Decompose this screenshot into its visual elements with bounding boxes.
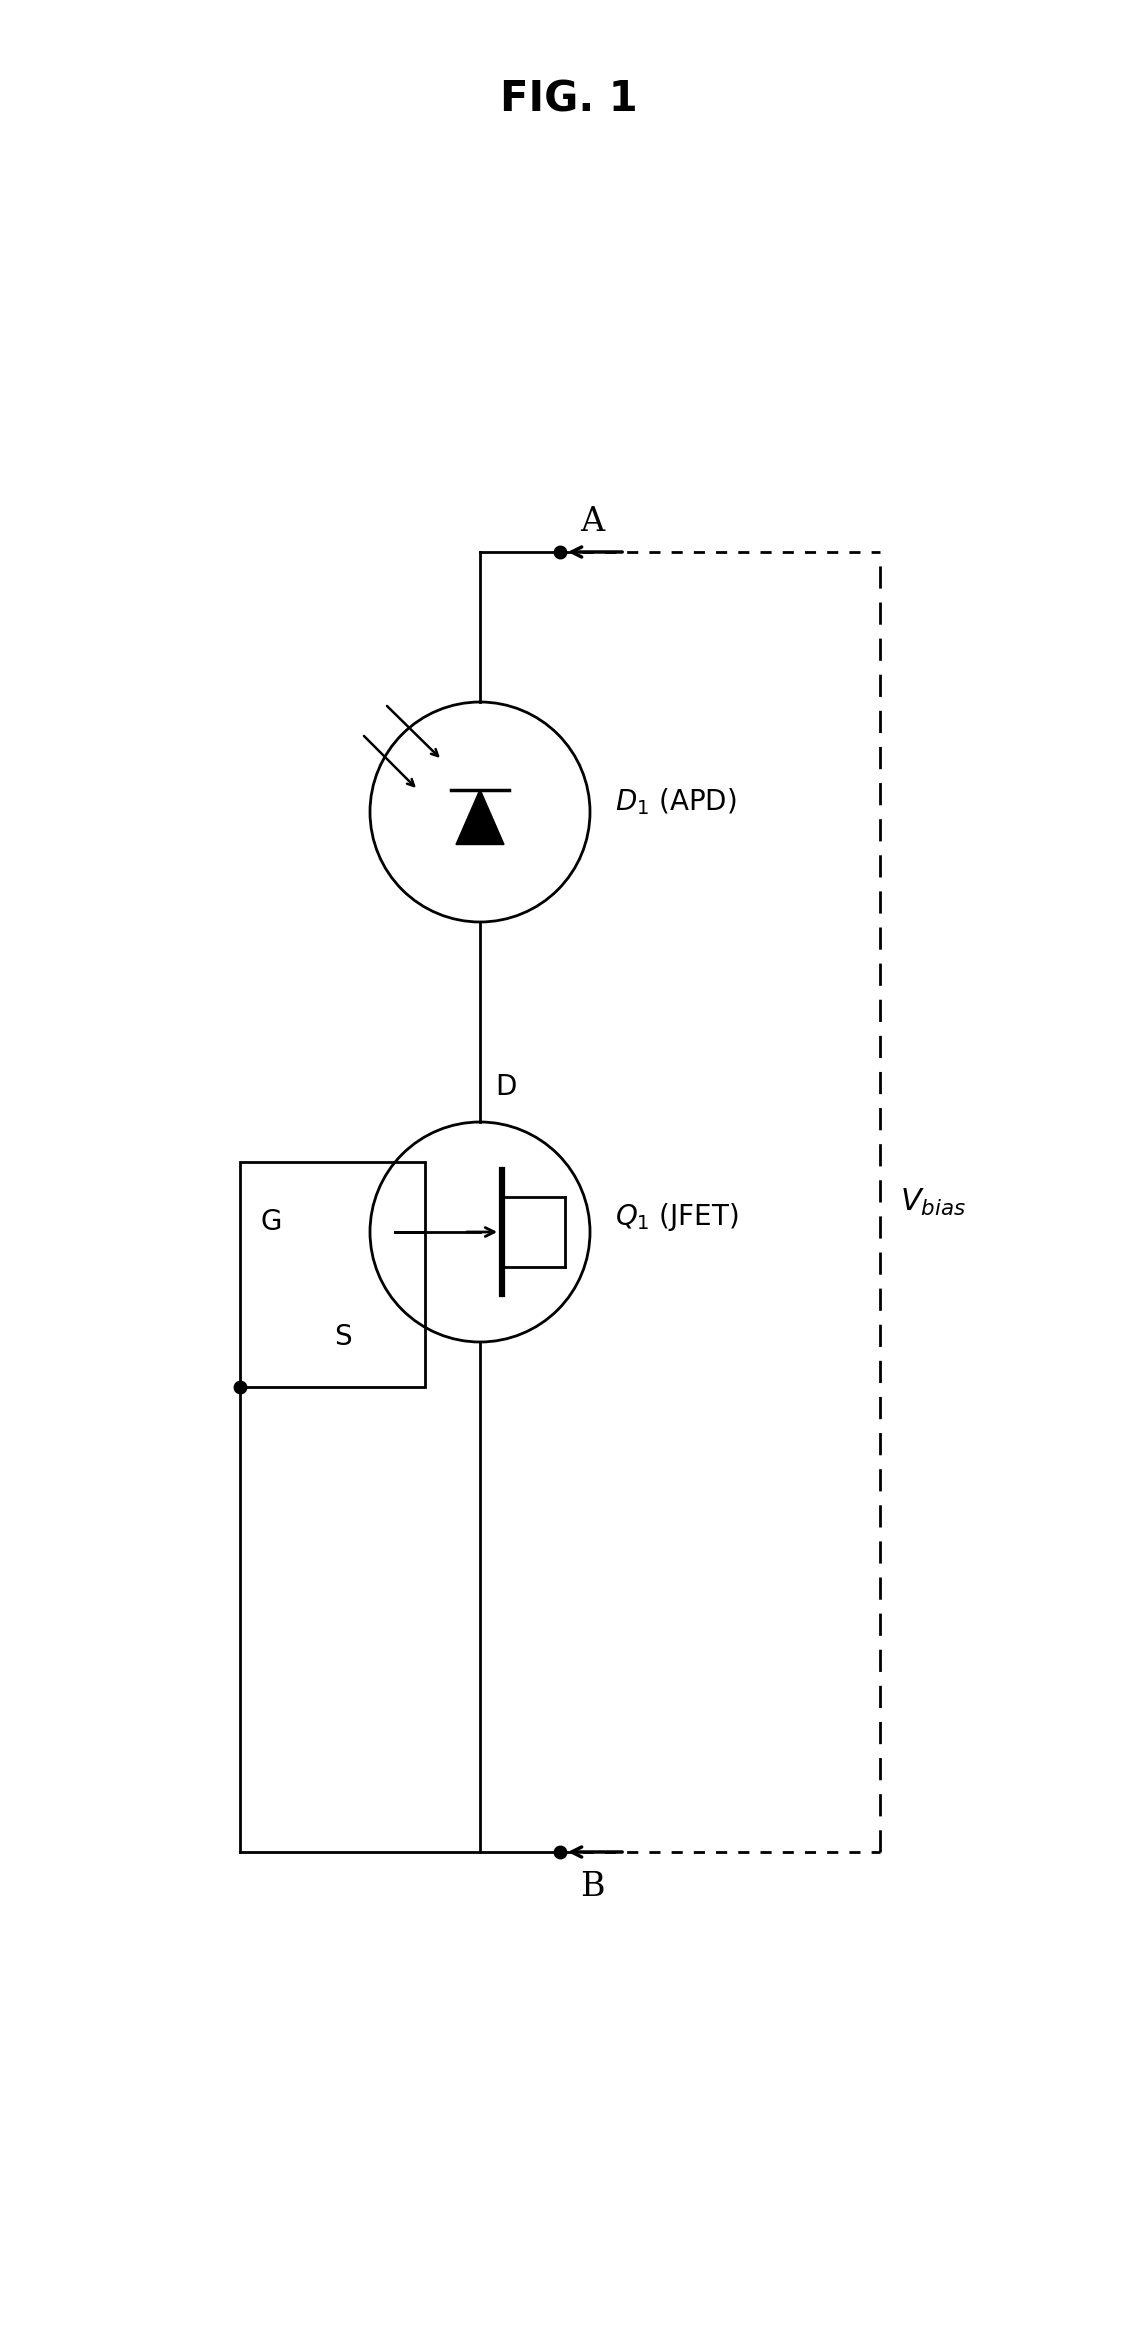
Text: $V_{bias}$: $V_{bias}$ xyxy=(901,1187,966,1217)
Polygon shape xyxy=(456,791,504,844)
Text: S: S xyxy=(333,1322,351,1350)
Text: $D_1$ (APD): $D_1$ (APD) xyxy=(615,786,737,819)
Text: B: B xyxy=(580,1870,605,1903)
Bar xyxy=(240,1161,425,1388)
Text: A: A xyxy=(580,506,604,539)
Text: FIG. 1: FIG. 1 xyxy=(499,79,638,121)
Text: D: D xyxy=(495,1073,516,1101)
Text: $Q_1$ (JFET): $Q_1$ (JFET) xyxy=(615,1201,739,1234)
Text: G: G xyxy=(260,1208,281,1236)
